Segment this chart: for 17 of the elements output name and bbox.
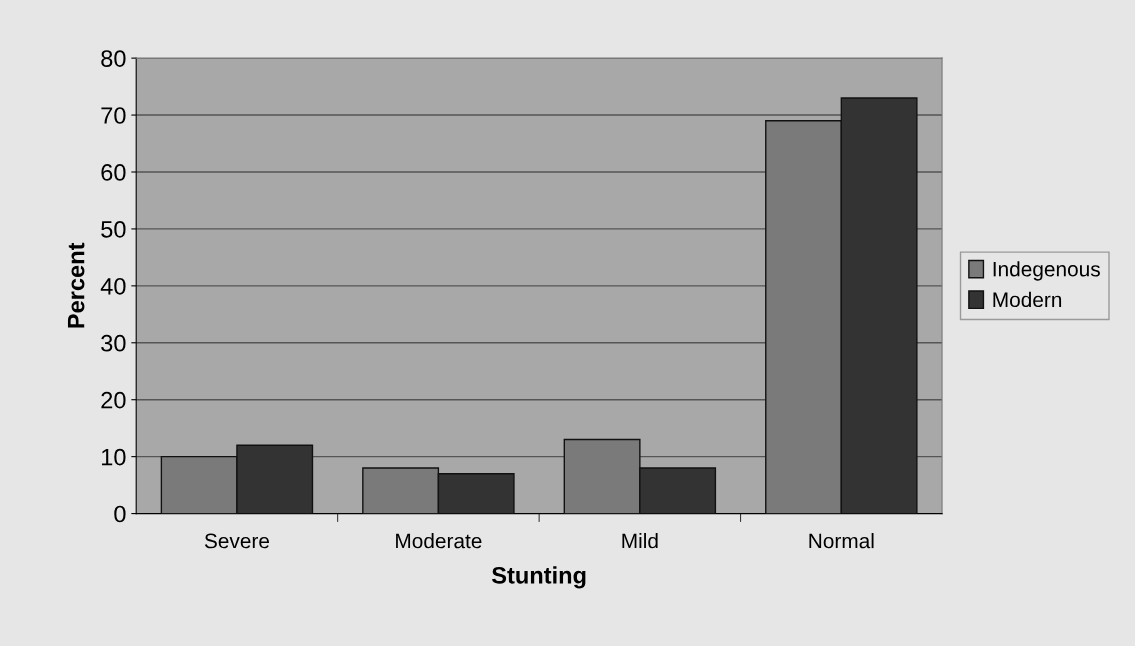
x-tick-label: Mild: [622, 533, 658, 549]
x-tick-label: Severe: [204, 533, 270, 549]
y-axis-title: Percent: [67, 242, 85, 328]
y-tick-label: 80: [101, 50, 126, 67]
y-tick-label: 10: [102, 448, 126, 466]
legend-label: Modern: [993, 291, 1062, 308]
x-tick-label: Normal: [809, 533, 874, 549]
y-tick-label: 70: [101, 107, 126, 124]
y-tick-label: 60: [101, 164, 126, 181]
y-tick-label: 50: [101, 220, 126, 238]
y-tick-label: 20: [101, 391, 126, 409]
y-tick-label: 0: [114, 505, 126, 523]
x-axis-title: Stunting: [491, 566, 586, 589]
y-tick-label: 30: [101, 334, 126, 352]
x-tick-label: Moderate: [396, 533, 482, 549]
legend-label: Indegenous: [993, 261, 1100, 281]
y-tick-label: 40: [100, 277, 126, 295]
